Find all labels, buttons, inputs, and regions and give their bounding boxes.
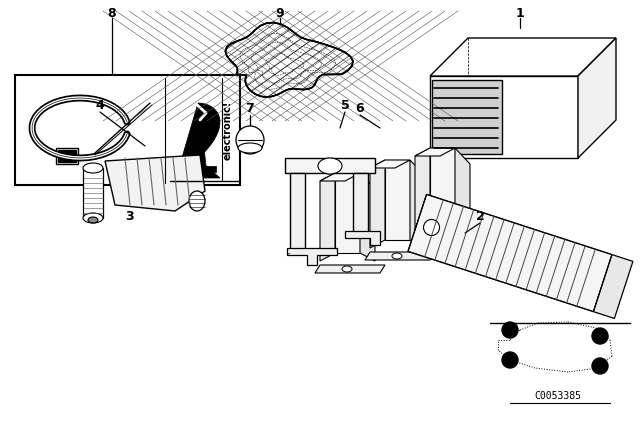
- Ellipse shape: [238, 143, 262, 153]
- Text: 1: 1: [516, 7, 524, 20]
- Polygon shape: [335, 173, 360, 253]
- Polygon shape: [285, 158, 375, 173]
- Polygon shape: [408, 194, 612, 312]
- Text: C0053385: C0053385: [534, 391, 582, 401]
- Polygon shape: [176, 103, 220, 178]
- Polygon shape: [83, 168, 103, 218]
- Bar: [432, 80, 502, 154]
- Polygon shape: [225, 22, 353, 97]
- Ellipse shape: [424, 220, 440, 236]
- Polygon shape: [593, 254, 633, 319]
- Text: 5: 5: [340, 99, 349, 112]
- Polygon shape: [385, 160, 410, 240]
- Polygon shape: [320, 173, 360, 181]
- Text: 4: 4: [95, 99, 104, 112]
- Polygon shape: [370, 160, 385, 248]
- Polygon shape: [370, 160, 410, 168]
- Bar: [432, 80, 502, 154]
- Ellipse shape: [189, 191, 205, 211]
- Polygon shape: [225, 22, 353, 97]
- Ellipse shape: [88, 217, 98, 223]
- Circle shape: [592, 328, 608, 344]
- Ellipse shape: [83, 163, 103, 173]
- Polygon shape: [410, 160, 425, 248]
- Text: 8: 8: [108, 7, 116, 20]
- Bar: [56, 148, 78, 164]
- Text: 9: 9: [276, 7, 284, 20]
- Polygon shape: [365, 252, 435, 260]
- Ellipse shape: [318, 158, 342, 174]
- Text: 2: 2: [476, 210, 484, 223]
- Polygon shape: [410, 240, 480, 248]
- Polygon shape: [320, 173, 335, 261]
- Bar: [430, 76, 578, 158]
- Text: 7: 7: [246, 102, 254, 115]
- Ellipse shape: [437, 241, 447, 247]
- Ellipse shape: [342, 266, 352, 272]
- Ellipse shape: [392, 253, 402, 259]
- Polygon shape: [360, 173, 375, 261]
- Polygon shape: [105, 155, 205, 211]
- Circle shape: [592, 358, 608, 374]
- Polygon shape: [345, 231, 380, 245]
- Text: 6: 6: [356, 102, 364, 115]
- Bar: [15, 75, 240, 185]
- Polygon shape: [578, 38, 616, 158]
- Text: electronic!: electronic!: [223, 100, 233, 159]
- Polygon shape: [180, 166, 216, 172]
- Polygon shape: [430, 38, 616, 76]
- Ellipse shape: [83, 213, 103, 223]
- Polygon shape: [430, 148, 455, 228]
- Text: 3: 3: [125, 210, 134, 223]
- Polygon shape: [353, 173, 368, 233]
- Ellipse shape: [236, 126, 264, 154]
- Bar: [58, 150, 76, 162]
- Polygon shape: [190, 138, 206, 166]
- Circle shape: [502, 352, 518, 368]
- Polygon shape: [315, 265, 385, 273]
- Polygon shape: [455, 148, 470, 236]
- Circle shape: [502, 322, 518, 338]
- Polygon shape: [287, 248, 337, 265]
- Polygon shape: [290, 173, 305, 253]
- Polygon shape: [415, 148, 455, 156]
- Polygon shape: [415, 148, 430, 236]
